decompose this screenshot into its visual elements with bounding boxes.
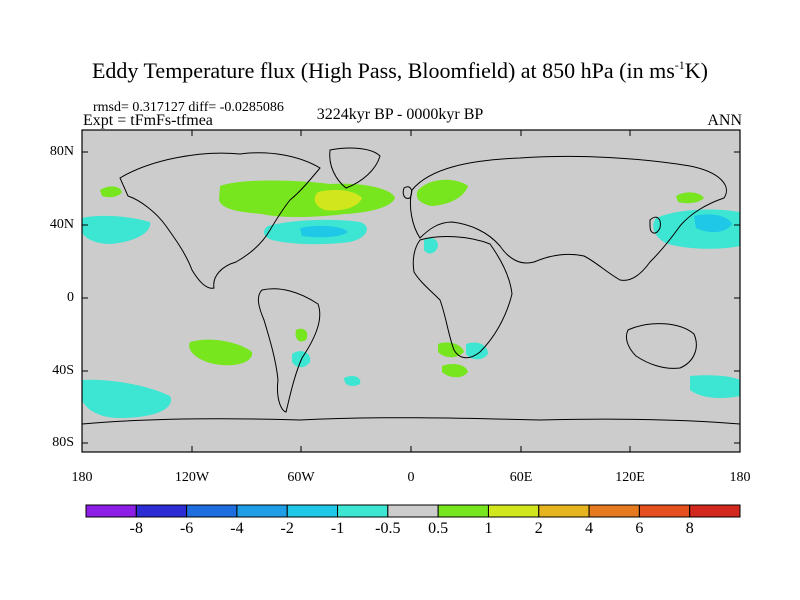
australia-outline (625, 323, 697, 369)
colorbar-label: 8 (685, 520, 694, 537)
south-america-outline (257, 288, 321, 413)
period-label: 3224kyr BP - 0000kyr BP (316, 106, 484, 123)
map-title: Eddy Temperature flux (High Pass, Bloomf… (0, 58, 800, 84)
lat-label-40n: 40N (49, 217, 74, 232)
colorbar-swatch-4 (286, 504, 339, 518)
anomaly-south-africa-positive (438, 342, 464, 358)
colorbar-swatch-6 (387, 504, 439, 518)
anomaly-south-africa-negative (466, 342, 488, 360)
experiment-label: Expt = tFmFs-tfmea (83, 112, 213, 129)
lat-label-80n: 80N (49, 144, 74, 159)
lat-label-80s: 80S (52, 435, 74, 450)
anomaly-north-pacific-positive (676, 192, 704, 204)
anomaly-south-atlantic-negative-small (344, 376, 361, 386)
colorbar-swatch-12 (689, 504, 741, 518)
title-end: K) (684, 58, 708, 83)
greenland-outline (329, 147, 381, 189)
lon-label-0: 0 (407, 470, 415, 485)
lon-label-180w: 180 (71, 470, 93, 485)
eurasia-outline (409, 155, 727, 281)
colorbar-swatch-8 (487, 504, 540, 518)
africa-outline (412, 236, 513, 359)
anomaly-atlantic-negative-dark (300, 225, 348, 238)
anomaly-alaska-positive (100, 186, 122, 198)
anomaly-south-america-positive (295, 328, 308, 342)
colorbar-swatch-10 (588, 504, 640, 518)
lon-label-180e: 180 (729, 470, 751, 485)
colorbar-label: 6 (635, 520, 644, 537)
anomaly-south-pacific-positive (189, 339, 253, 366)
lon-label-60w: 60W (287, 470, 315, 485)
colorbar-swatch-5 (337, 504, 389, 518)
lon-label-60e: 60E (509, 470, 533, 485)
colorbar (85, 504, 741, 518)
anomaly-south-indian-negative (690, 375, 740, 398)
title-main: Eddy Temperature flux (High Pass, Bloomf… (91, 58, 675, 83)
season-label: ANN (707, 112, 742, 129)
colorbar-label: 2 (534, 520, 543, 537)
colorbar-swatch-1 (135, 504, 188, 518)
lat-label-40s: 40S (52, 363, 74, 378)
stats-text: rmsd= 0.317127 diff= -0.0285086 (93, 100, 284, 115)
colorbar-label: 4 (585, 520, 594, 537)
colorbar-swatch-2 (186, 504, 238, 518)
anomaly-south-atlantic-positive (442, 364, 468, 378)
lon-label-120w: 120W (174, 470, 210, 485)
colorbar-label: -8 (129, 520, 143, 537)
colorbar-swatch-3 (236, 504, 288, 518)
colorbar-swatch-0 (85, 504, 137, 518)
uk-outline (402, 186, 413, 199)
lat-label-0: 0 (67, 290, 74, 305)
anomaly-europe-positive (416, 179, 468, 206)
colorbar-swatch-11 (638, 504, 691, 518)
colorbar-swatch-9 (538, 504, 590, 518)
anomaly-south-pacific-negative (82, 379, 172, 418)
antarctica-outline (81, 417, 741, 425)
colorbar-label: -6 (179, 520, 194, 537)
anomaly-nw-pacific-negative (653, 209, 740, 249)
colorbar-label: -0.5 (375, 520, 401, 537)
axis-ticks (82, 130, 740, 452)
anomaly-ne-pacific-negative (82, 215, 151, 244)
colorbar-label: 1 (484, 520, 493, 537)
colorbar-swatch-7 (437, 504, 489, 518)
anomaly-shading (82, 179, 740, 418)
anomaly-africa-negative (424, 238, 438, 254)
north-america-outline (119, 152, 321, 289)
colorbar-label: -2 (280, 520, 294, 537)
coastlines (81, 147, 741, 425)
japan-outline (649, 216, 661, 234)
anomaly-north-atlantic-positive (219, 180, 395, 217)
colorbar-label: -4 (230, 520, 244, 537)
colorbar-label: -1 (330, 520, 345, 537)
anomaly-nw-pacific-negative-dark (694, 214, 732, 233)
map-background (82, 130, 740, 452)
anomaly-north-atlantic-yellow (314, 190, 362, 211)
lon-label-120e: 120E (615, 470, 645, 485)
colorbar-label: 0.5 (428, 520, 449, 537)
title-superscript: -1 (674, 58, 685, 72)
